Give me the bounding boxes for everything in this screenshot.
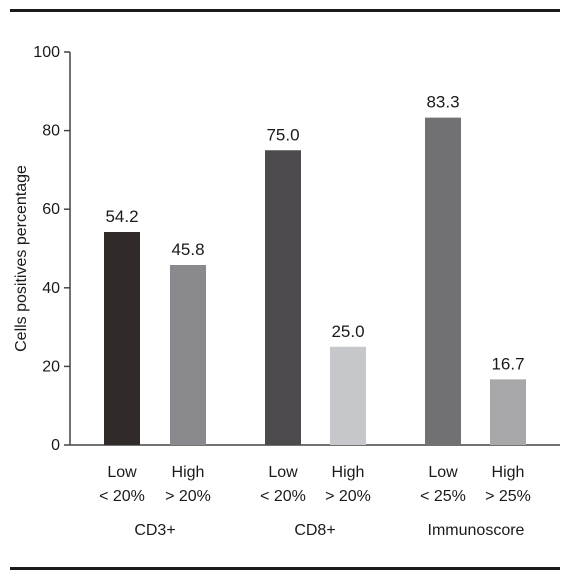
- category-label: High: [492, 464, 525, 481]
- y-tick-label: 100: [33, 44, 60, 61]
- category-threshold-label: < 25%: [420, 488, 466, 505]
- category-label: Low: [107, 464, 137, 481]
- category-threshold-label: > 20%: [325, 488, 371, 505]
- bottom-rule: [10, 567, 560, 570]
- category-label: Low: [428, 464, 458, 481]
- y-tick-label: 0: [51, 437, 60, 454]
- y-tick-label: 40: [42, 280, 60, 297]
- bar-cd3-high: [170, 265, 206, 445]
- category-threshold-label: > 25%: [485, 488, 531, 505]
- category-threshold-label: < 20%: [260, 488, 306, 505]
- y-axis-title: Cells positives percentage: [13, 165, 30, 352]
- y-tick-label: 80: [42, 123, 60, 140]
- bars: [104, 117, 526, 446]
- group-label: Immunoscore: [428, 522, 525, 539]
- category-threshold-label: < 20%: [99, 488, 145, 505]
- bar-immunoscore-high: [490, 379, 526, 445]
- category-threshold-label: > 20%: [165, 488, 211, 505]
- data-label: 54.2: [105, 207, 138, 226]
- group-label: CD3+: [134, 522, 175, 539]
- labels: 54.2 Low < 20% 45.8 High > 20% CD3+ 75.0 Low < 20…: [99, 93, 531, 539]
- data-label: 16.7: [491, 354, 524, 373]
- y-tick-label: 60: [42, 201, 60, 218]
- category-label: High: [332, 464, 365, 481]
- top-rule: [10, 9, 560, 12]
- data-label: 83.3: [426, 93, 459, 112]
- data-label: 75.0: [266, 125, 299, 144]
- data-label: 45.8: [171, 240, 204, 259]
- category-label: Low: [268, 464, 298, 481]
- category-label: High: [172, 464, 205, 481]
- bar-immunoscore-low: [425, 117, 461, 446]
- bar-cd3-low: [104, 231, 140, 445]
- y-tick-label: 20: [42, 358, 60, 375]
- group-label: CD8+: [294, 522, 335, 539]
- data-label: 25.0: [331, 322, 364, 341]
- bar-cd8-low: [265, 150, 301, 445]
- axes: 0 20 40 60 80 100 Cells positives percentage: [13, 44, 560, 454]
- bar-cd8-high: [330, 346, 366, 445]
